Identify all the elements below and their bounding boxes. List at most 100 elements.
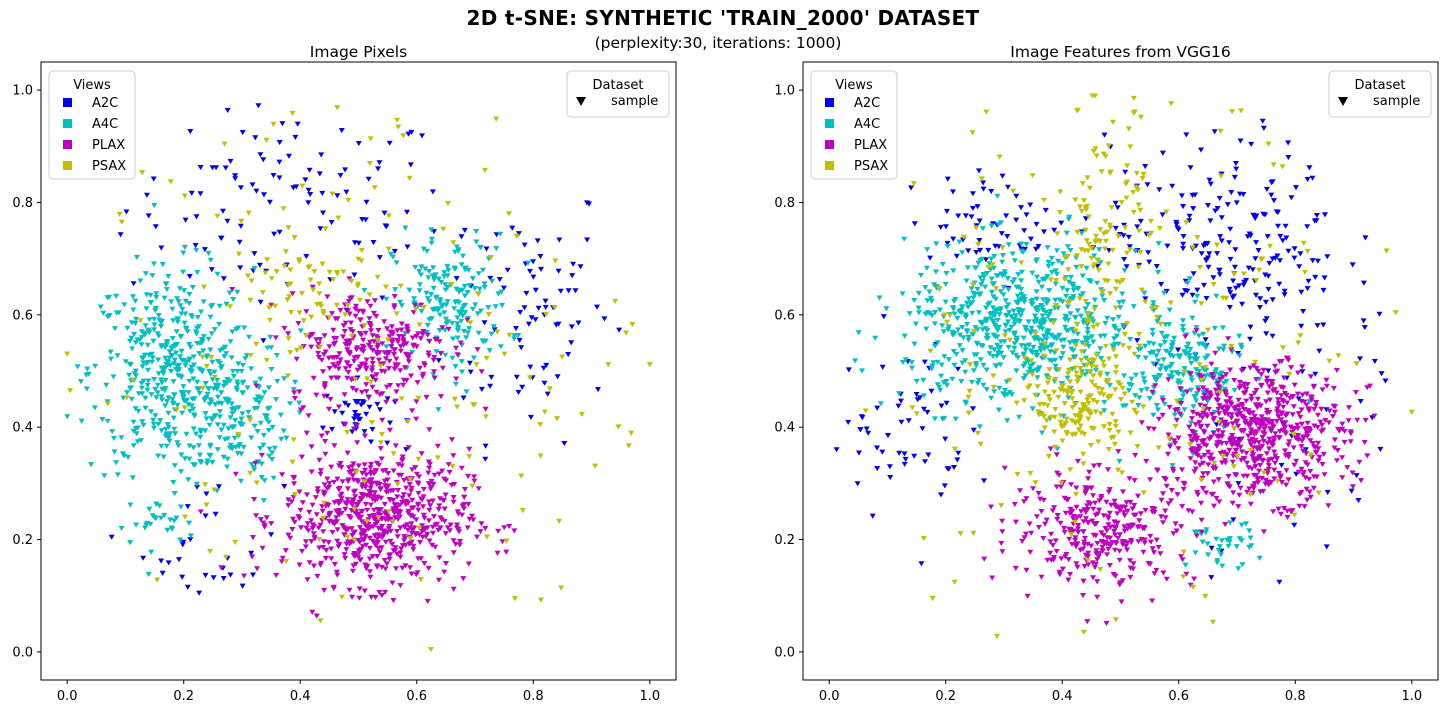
scatter-point	[1125, 523, 1132, 529]
scatter-point	[183, 359, 190, 365]
scatter-point	[501, 351, 508, 357]
scatter-point	[1304, 248, 1311, 254]
scatter-point	[443, 561, 449, 567]
scatter-point	[1076, 296, 1083, 302]
scatter-point	[314, 489, 321, 495]
scatter-point	[290, 387, 297, 393]
scatter-point	[1227, 396, 1234, 402]
scatter-point	[543, 362, 550, 368]
scatter-point	[260, 157, 267, 163]
scatter-point	[139, 419, 146, 425]
scatter-point	[1057, 419, 1064, 425]
scatter-point	[1021, 297, 1028, 303]
scatter-point	[1290, 432, 1297, 438]
scatter-point	[1313, 400, 1320, 406]
scatter-point	[461, 328, 467, 334]
scatter-point	[1229, 295, 1236, 301]
scatter-point	[1011, 277, 1018, 283]
scatter-point	[464, 317, 471, 323]
scatter-point	[1085, 394, 1092, 400]
scatter-point	[1243, 521, 1249, 527]
scatter-point	[1217, 390, 1224, 396]
scatter-point	[326, 484, 333, 490]
scatter-point	[1211, 325, 1218, 331]
scatter-point	[1302, 460, 1309, 466]
scatter-point	[1100, 392, 1107, 398]
scatter-point	[303, 333, 309, 339]
scatter-point	[1094, 557, 1101, 563]
scatter-point	[551, 305, 558, 311]
scatter-point	[965, 248, 972, 254]
scatter-point	[1063, 230, 1070, 236]
scatter-point	[328, 220, 335, 226]
scatter-point	[1110, 572, 1117, 578]
scatter-point	[1092, 500, 1099, 506]
scatter-point	[390, 519, 397, 525]
scatter-point	[1095, 554, 1102, 560]
scatter-point	[338, 464, 345, 470]
scatter-point	[281, 325, 288, 331]
scatter-point	[911, 298, 918, 304]
scatter-point	[937, 224, 944, 230]
scatter-point	[382, 539, 389, 545]
scatter-point	[418, 264, 425, 270]
scatter-point	[1059, 383, 1065, 389]
scatter-point	[495, 528, 502, 534]
scatter-point	[1040, 353, 1047, 359]
scatter-point	[1166, 373, 1173, 379]
scatter-point	[1172, 407, 1179, 413]
scatter-point	[982, 284, 989, 290]
scatter-point	[281, 376, 288, 382]
scatter-point	[1265, 141, 1272, 147]
scatter-point	[951, 311, 958, 317]
scatter-point	[1094, 511, 1101, 517]
scatter-point	[1243, 398, 1250, 404]
scatter-point	[1238, 402, 1245, 408]
scatter-point	[1165, 432, 1172, 438]
scatter-point	[1073, 321, 1080, 327]
scatter-point	[130, 294, 136, 300]
scatter-point	[331, 561, 338, 567]
scatter-point	[1090, 506, 1097, 512]
scatter-point	[229, 424, 236, 430]
scatter-point	[383, 399, 390, 405]
scatter-point	[1157, 551, 1164, 557]
scatter-point	[1180, 318, 1186, 324]
scatter-point	[1114, 504, 1121, 510]
scatter-point	[229, 287, 236, 293]
scatter-point	[921, 406, 927, 412]
scatter-point	[439, 302, 446, 308]
scatter-point	[277, 412, 284, 418]
scatter-point	[383, 344, 390, 350]
series-plax	[197, 276, 518, 619]
scatter-point	[308, 469, 315, 475]
scatter-point	[922, 459, 928, 465]
scatter-point	[173, 350, 180, 356]
scatter-point	[1030, 486, 1036, 492]
scatter-point	[1203, 490, 1210, 496]
scatter-point	[1068, 482, 1075, 488]
scatter-point	[953, 253, 960, 259]
scatter-point	[1219, 563, 1226, 569]
scatter-point	[1345, 418, 1352, 424]
scatter-point	[931, 321, 938, 327]
scatter-point	[1272, 460, 1279, 466]
scatter-point	[1000, 284, 1007, 290]
scatter-point	[351, 537, 358, 543]
x-tick-label: 0.2	[173, 689, 194, 704]
scatter-point	[1213, 495, 1220, 501]
scatter-point	[218, 235, 225, 241]
scatter-point	[1203, 527, 1210, 533]
scatter-point	[296, 410, 303, 416]
scatter-point	[371, 185, 378, 191]
scatter-point	[1149, 389, 1156, 395]
scatter-point	[387, 251, 394, 257]
scatter-point	[1127, 558, 1134, 564]
scatter-point	[406, 175, 413, 181]
scatter-point	[1163, 348, 1169, 354]
scatter-point	[1022, 347, 1029, 353]
scatter-point	[211, 369, 218, 375]
scatter-point	[410, 547, 417, 553]
scatter-point	[426, 269, 433, 275]
scatter-point	[1004, 184, 1011, 190]
